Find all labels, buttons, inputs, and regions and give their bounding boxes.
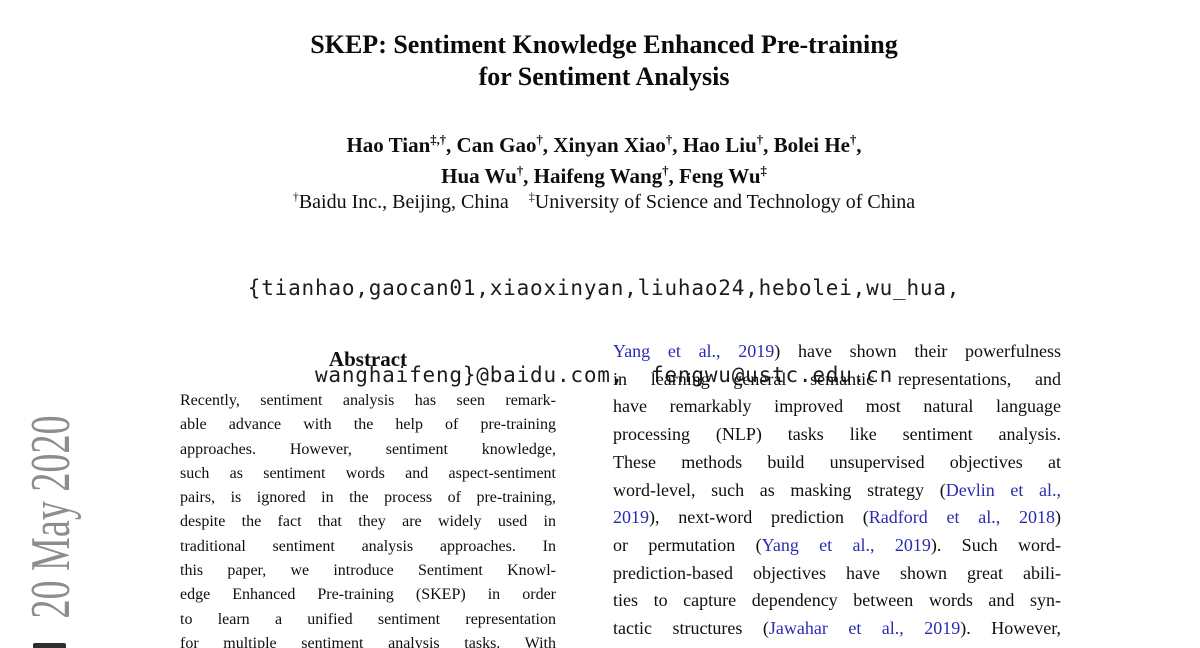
- text-line: for multiple sentiment analysis tasks. W…: [180, 634, 556, 648]
- superscript-marker: †: [850, 133, 857, 147]
- text-line: in learning general semantic representat…: [613, 366, 1061, 394]
- text-segment: Hao Tian: [346, 133, 431, 157]
- introduction-column: Yang et al., 2019) have shown their powe…: [613, 338, 1061, 643]
- authors-line1: Hao Tian‡,†, Can Gao†, Xinyan Xiao†, Hao…: [4, 130, 1200, 161]
- text-segment: have remarkably improved most natural la…: [613, 396, 1061, 417]
- text-line: traditional sentiment analysis approache…: [180, 537, 556, 555]
- text-segment: processing (NLP) tasks like sentiment an…: [613, 424, 1061, 445]
- author-list: Hao Tian‡,†, Can Gao†, Xinyan Xiao†, Hao…: [4, 130, 1200, 192]
- superscript-marker: ‡: [528, 189, 535, 204]
- text-segment: tactic structures (: [613, 618, 769, 639]
- citation-link[interactable]: Yang et al., 2019: [761, 534, 931, 555]
- paper-title-line1: SKEP: Sentiment Knowledge Enhanced Pre-t…: [310, 30, 898, 59]
- text-segment: ): [1055, 507, 1061, 528]
- email-block: {tianhao,gaocan01,xiaoxinyan,liuhao24,he…: [4, 216, 1200, 448]
- text-segment: , Xinyan Xiao: [542, 133, 666, 157]
- superscript-marker: †: [516, 164, 524, 178]
- text-line: able advance with the help of pre-traini…: [180, 416, 556, 434]
- text-segment: prediction-based objectives have shown g…: [613, 562, 1061, 583]
- text-segment: University of Science and Technology of …: [534, 191, 916, 213]
- superscript-marker: ‡,†: [430, 133, 447, 147]
- text-segment: ). Such word-: [930, 534, 1062, 555]
- text-segment: Hua Wu: [441, 164, 517, 188]
- text-line: prediction-based objectives have shown g…: [613, 560, 1061, 588]
- authors-line2: Hua Wu†, Haifeng Wang†, Feng Wu‡: [4, 161, 1200, 192]
- text-line: edge Enhanced Pre-training (SKEP) in ord…: [180, 586, 556, 604]
- superscript-marker: †: [536, 133, 543, 147]
- paper-title: SKEP: Sentiment Knowledge Enhanced Pre-t…: [4, 29, 1200, 93]
- text-segment: or permutation (: [613, 534, 762, 555]
- text-segment: ), next-word prediction (: [649, 507, 869, 528]
- email-line2: wanghaifeng}@baidu.com, fengwu@ustc.edu.…: [314, 363, 894, 387]
- text-segment: Baidu Inc., Beijing, China: [298, 191, 529, 213]
- text-line: ties to capture dependency between words…: [613, 587, 1061, 615]
- text-segment: , Hao Liu: [672, 133, 757, 157]
- superscript-marker: †: [665, 133, 673, 147]
- text-segment: ties to capture dependency between words…: [613, 590, 1061, 611]
- text-line: have remarkably improved most natural la…: [613, 393, 1061, 421]
- text-line: despite the fact that they are widely us…: [180, 513, 556, 531]
- citation-link[interactable]: 2019: [613, 507, 649, 528]
- text-segment: , Can Gao: [446, 133, 537, 157]
- text-line: Yang et al., 2019) have shown their powe…: [613, 338, 1061, 366]
- superscript-marker: †: [756, 133, 764, 147]
- affiliation-line: †Baidu Inc., Beijing, China ‡University …: [4, 190, 1200, 215]
- arxiv-stamp-cutoff: [33, 643, 66, 648]
- text-segment: , Feng Wu: [668, 164, 761, 188]
- text-line: word-level, such as masking strategy (De…: [613, 477, 1061, 505]
- superscript-marker: ‡: [760, 164, 767, 178]
- abstract-heading: Abstract: [328, 347, 408, 371]
- text-line: pairs, is ignored in the process of pre-…: [180, 489, 556, 507]
- superscript-marker: †: [662, 164, 669, 178]
- text-line: processing (NLP) tasks like sentiment an…: [613, 421, 1061, 449]
- superscript-marker: †: [292, 189, 299, 204]
- email-line1: {tianhao,gaocan01,xiaoxinyan,liuhao24,he…: [247, 276, 961, 300]
- citation-link[interactable]: Jawahar et al., 2019: [768, 618, 961, 639]
- text-line: approaches. However, sentiment knowledge…: [180, 440, 556, 458]
- text-segment: ) have shown their powerfulness: [774, 341, 1061, 361]
- paper-title-line2: for Sentiment Analysis: [478, 62, 730, 91]
- text-line: Recently, sentiment analysis has seen re…: [180, 392, 556, 409]
- text-line: this paper, we introduce Sentiment Knowl…: [180, 562, 556, 580]
- text-segment: ,: [856, 133, 862, 157]
- citation-link[interactable]: Radford et al., 2018: [868, 507, 1055, 528]
- text-line: 2019), next-word prediction (Radford et …: [613, 504, 1061, 532]
- abstract-column: Recently, sentiment analysis has seen re…: [180, 389, 556, 648]
- text-segment: These methods build unsupervised objecti…: [613, 451, 1061, 472]
- text-line: to learn a unified sentiment representat…: [180, 610, 556, 628]
- text-segment: word-level, such as masking strategy (: [613, 479, 946, 500]
- text-segment: ). However,: [960, 618, 1061, 639]
- text-segment: in learning general semantic representat…: [613, 368, 1061, 389]
- citation-link[interactable]: Devlin et al.,: [945, 479, 1061, 500]
- text-line: tactic structures (Jawahar et al., 2019)…: [613, 615, 1061, 643]
- text-line: such as sentiment words and aspect-senti…: [180, 464, 556, 482]
- citation-link[interactable]: Yang et al., 2019: [613, 341, 775, 361]
- text-segment: , Haifeng Wang: [523, 164, 663, 188]
- text-segment: , Bolei He: [763, 133, 850, 157]
- text-line: or permutation (Yang et al., 2019). Such…: [613, 532, 1061, 560]
- text-line: These methods build unsupervised objecti…: [613, 449, 1061, 477]
